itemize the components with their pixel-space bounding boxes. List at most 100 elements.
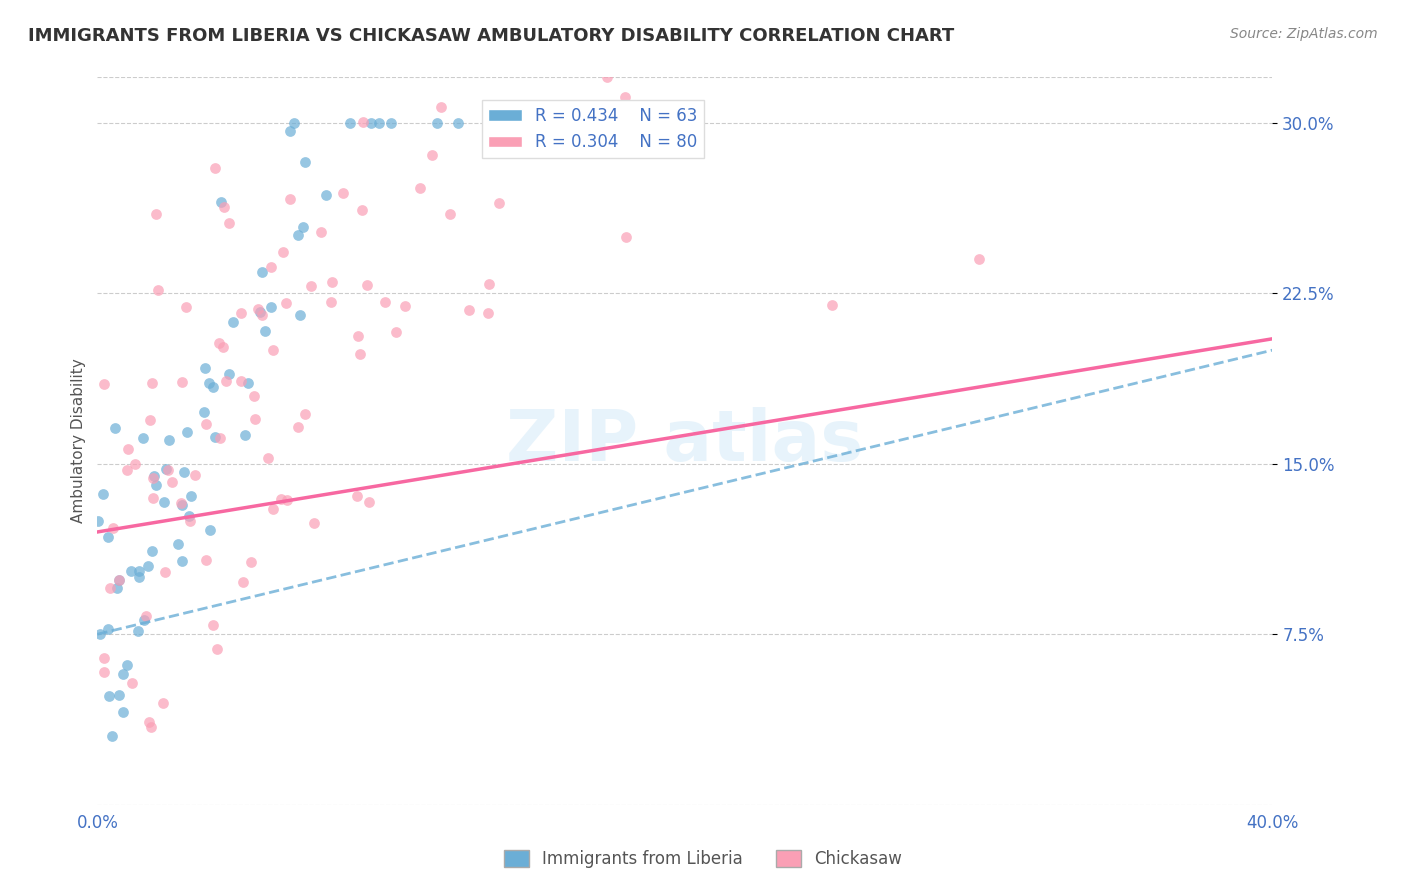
Point (173, 465, 195, 479)
Point (100, 729, 122, 743)
Point (97, 622, 120, 636)
Point (215, 374, 238, 388)
Point (87, 514, 110, 528)
Point (195, 553, 218, 567)
Point (200, 523, 222, 537)
Point (176, 425, 198, 440)
Point (283, 116, 305, 130)
Point (374, 295, 396, 310)
Point (294, 408, 316, 422)
Point (214, 200, 236, 214)
Point (107, 573, 129, 587)
Point (240, 555, 263, 569)
Point (319, 295, 342, 310)
Point (478, 277, 501, 291)
Point (359, 495, 381, 509)
Point (430, 100, 453, 114)
Point (254, 325, 277, 339)
Point (613, 89, 636, 103)
Point (304, 516, 326, 530)
Point (156, 463, 179, 477)
Point (252, 265, 274, 279)
Point (141, 471, 163, 485)
Point (394, 299, 416, 313)
Point (179, 514, 201, 528)
Point (270, 492, 292, 507)
Point (179, 508, 201, 523)
Point (232, 574, 254, 589)
Point (170, 554, 193, 568)
Point (821, 298, 844, 312)
Point (257, 450, 280, 465)
Point (132, 613, 155, 627)
Text: Source: ZipAtlas.com: Source: ZipAtlas.com (1230, 27, 1378, 41)
Point (170, 375, 193, 389)
Point (131, 431, 153, 445)
Point (309, 225, 332, 239)
Point (477, 306, 499, 320)
Point (128, 564, 150, 578)
Point (209, 194, 232, 209)
Point (260, 300, 283, 314)
Point (614, 229, 637, 244)
Point (242, 389, 264, 403)
Point (367, 116, 389, 130)
Point (93, 377, 115, 392)
Point (174, 301, 197, 315)
Point (384, 326, 406, 340)
Point (218, 367, 240, 381)
Point (143, 468, 166, 483)
Point (170, 496, 193, 510)
Point (135, 609, 157, 624)
Point (93, 651, 115, 665)
Point (276, 296, 298, 310)
Point (138, 714, 160, 729)
Point (260, 260, 283, 275)
Point (380, 116, 402, 130)
Point (349, 347, 371, 361)
Point (409, 181, 432, 195)
Point (291, 219, 314, 234)
Point (117, 442, 139, 456)
Point (287, 227, 309, 242)
Point (252, 308, 274, 322)
Y-axis label: Ambulatory Disability: Ambulatory Disability (72, 359, 86, 524)
Point (602, 116, 624, 130)
Point (299, 278, 322, 293)
Point (193, 405, 215, 419)
Point (153, 495, 176, 509)
Point (180, 490, 202, 504)
Point (321, 275, 343, 289)
Legend: Immigrants from Liberia, Chickasaw: Immigrants from Liberia, Chickasaw (496, 843, 910, 875)
Point (420, 147, 443, 161)
Point (204, 161, 226, 176)
Point (245, 411, 267, 425)
Point (229, 374, 252, 388)
Point (148, 284, 170, 298)
Point (184, 467, 207, 482)
Point (97, 530, 120, 544)
Point (128, 570, 150, 584)
Point (170, 498, 193, 512)
Point (197, 376, 219, 390)
Point (346, 329, 368, 343)
Point (89, 626, 111, 640)
Point (352, 115, 374, 129)
Point (278, 124, 301, 138)
Point (315, 188, 337, 202)
Point (127, 624, 149, 638)
Point (332, 186, 354, 201)
Point (262, 343, 284, 357)
Point (160, 475, 183, 490)
Point (167, 537, 190, 551)
Point (356, 278, 378, 293)
Point (287, 419, 309, 434)
Point (112, 667, 135, 681)
Text: ZIP atlas: ZIP atlas (506, 407, 863, 475)
Point (98, 581, 121, 595)
Point (271, 245, 294, 260)
Point (596, 70, 619, 85)
Point (104, 421, 127, 435)
Point (233, 428, 256, 442)
Point (120, 564, 142, 578)
